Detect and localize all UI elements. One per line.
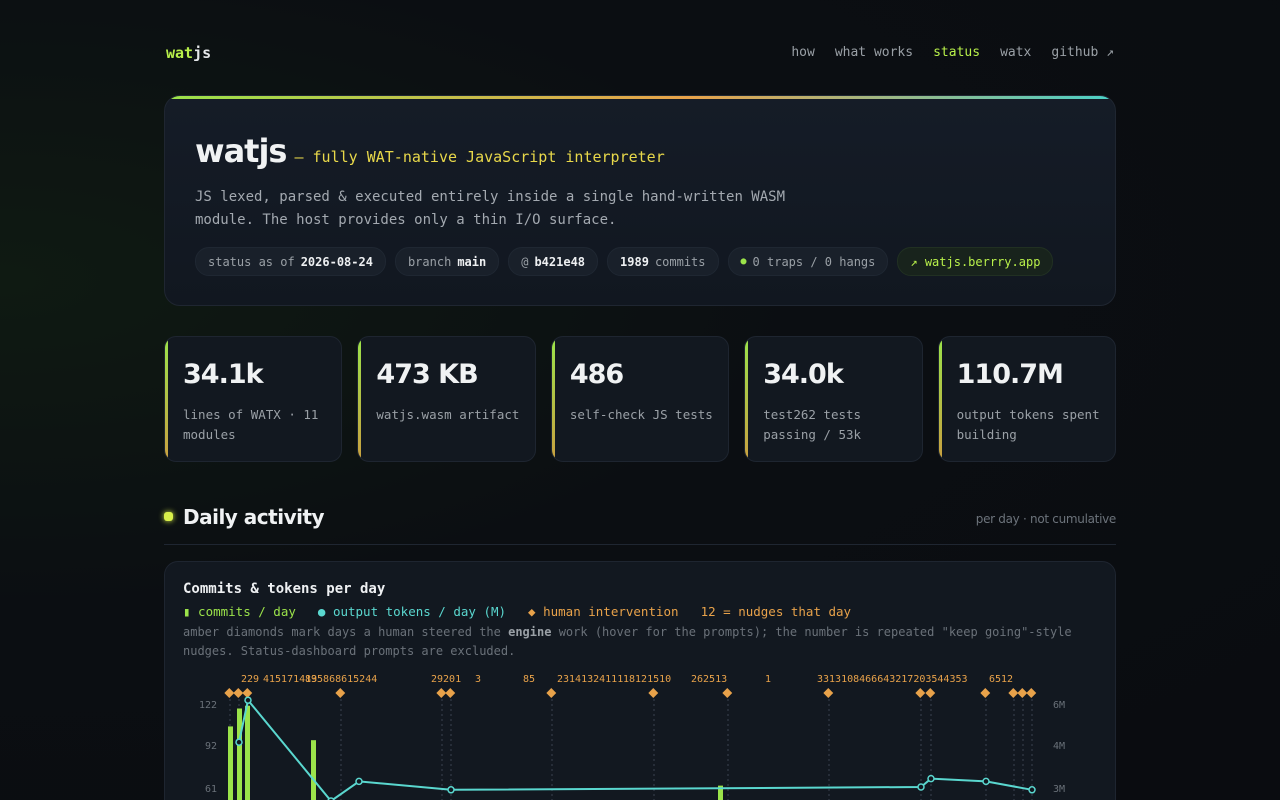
stat-card-wasm-size: 473 KB watjs.wasm artifact — [357, 336, 536, 462]
intervention-diamond-icon — [648, 688, 659, 698]
tokens-point — [244, 696, 252, 704]
tokens-point — [355, 777, 363, 786]
intervention-diamond-icon — [1008, 688, 1019, 698]
y-right-tick: 4M — [1053, 741, 1065, 752]
legend-tokens: ● output tokens / day (M) — [317, 604, 507, 619]
nudge-label: 229 — [241, 674, 259, 685]
y-left-tick: 92 — [205, 741, 217, 752]
intervention-diamond-icon — [1026, 688, 1037, 698]
top-nav: watjs how what works status watx github … — [164, 44, 1116, 64]
nav-links: how what works status watx github ↗ — [791, 45, 1114, 60]
legend-nudges: 12 = nudges that day — [700, 604, 852, 619]
tokens-point — [447, 786, 455, 794]
nudge-label: 29201 — [431, 674, 461, 685]
project-tagline: — fully WAT-native JavaScript interprete… — [294, 148, 665, 166]
stat-card-tokens: 110.7M output tokens spent building — [937, 336, 1117, 462]
commit-bar — [245, 705, 250, 800]
activity-chart-card: Commits & tokens per day ▮ commits / day… — [164, 561, 1116, 800]
stat-card-self-check: 486 self-check JS tests — [550, 336, 730, 462]
nav-link-watx[interactable]: watx — [1000, 45, 1032, 60]
intervention-diamond-icon — [445, 688, 456, 698]
y-left-tick: 61 — [205, 784, 217, 795]
status-date-chip: status as of 2026-08-24 — [195, 247, 386, 276]
tokens-point — [927, 774, 935, 783]
legend-human: ◆ human intervention — [528, 604, 679, 619]
tokens-point — [1028, 786, 1036, 794]
commit-count-chip: 1989 commits — [607, 247, 719, 276]
project-name: watjs — [195, 132, 287, 170]
stat-card-lines: 34.1k lines of WATX · 11 modules — [164, 336, 343, 462]
intervention-diamond-icon — [722, 688, 733, 698]
commit-bar — [228, 726, 233, 800]
section-bullet-icon — [164, 512, 173, 521]
tokens-line — [238, 697, 1033, 800]
intervention-diamond-icon — [823, 688, 834, 698]
project-description: JS lexed, parsed & executed entirely ins… — [195, 189, 786, 228]
intervention-diamond-icon — [1017, 688, 1028, 698]
tokens-point — [982, 777, 990, 786]
traps-chip: ● 0 traps / 0 hangs — [727, 247, 889, 276]
nudge-label: 23141324111 — [557, 674, 623, 685]
commit-bar — [237, 708, 242, 800]
nudge-label: 3313108466643217203544353 — [817, 674, 968, 685]
chart-title: Commits & tokens per day — [183, 581, 386, 597]
intervention-diamond-icon — [546, 688, 557, 698]
intervention-diamond-icon — [224, 688, 235, 698]
daily-activity-header: Daily activity per day · not cumulative — [164, 505, 1116, 545]
chart-legend: ▮ commits / day ● output tokens / day (M… — [183, 604, 851, 619]
commit-bar — [718, 785, 723, 800]
hero-card: watjs — fully WAT-native JavaScript inte… — [164, 95, 1116, 306]
intervention-diamond-icon — [980, 688, 991, 698]
stat-card-test262: 34.0k test262 tests passing / 53k — [744, 336, 923, 462]
nudge-label: 1 — [765, 674, 771, 685]
stats-row: 34.1k lines of WATX · 11 modules 473 KB wa… — [164, 336, 1117, 462]
nudge-label: 3 — [475, 674, 481, 685]
site-link-chip[interactable]: ↗ watjs.berrry.app — [897, 247, 1054, 276]
intervention-diamond-icon — [242, 688, 253, 698]
intervention-diamond-icon — [233, 688, 244, 698]
commit-bar — [311, 740, 316, 800]
hero-title: watjs — fully WAT-native JavaScript inte… — [195, 132, 665, 170]
y-right-tick: 6M — [1053, 700, 1065, 711]
site-logo[interactable]: watjs — [166, 44, 212, 62]
chart-description: amber diamonds mark days a human steered… — [183, 625, 1072, 658]
legend-commits: ▮ commits / day — [183, 604, 296, 619]
nudge-label: 415171413 — [263, 674, 317, 685]
status-chips: status as of 2026-08-24 branch main @ b421e… — [195, 247, 1054, 276]
nav-link-how[interactable]: how — [791, 45, 815, 60]
intervention-diamond-icon — [925, 688, 936, 698]
section-note: per day · not cumulative — [975, 512, 1117, 526]
nudge-label: 18121510 — [623, 674, 671, 685]
nav-link-github[interactable]: github ↗ — [1051, 45, 1114, 60]
nudge-label: 895868615244 — [305, 674, 377, 685]
nudge-label: 6512 — [989, 674, 1013, 685]
hero-gradient-bar — [165, 96, 1115, 99]
intervention-diamond-icon — [335, 688, 346, 698]
branch-chip: branch main — [394, 247, 500, 276]
y-right-tick: 3M — [1053, 784, 1065, 795]
y-left-tick: 122 — [199, 700, 217, 711]
tokens-point — [917, 783, 925, 791]
tokens-point — [235, 738, 243, 746]
intervention-diamond-icon — [436, 688, 447, 698]
section-title: Daily activity — [183, 505, 325, 529]
commit-hash-chip: @ b421e48 — [508, 247, 599, 276]
intervention-diamond-icon — [915, 688, 926, 698]
nudge-label: 85 — [523, 674, 535, 685]
nav-link-status[interactable]: status — [933, 45, 981, 60]
status-dot-icon: ● — [740, 256, 747, 267]
nav-link-what-works[interactable]: what works — [834, 45, 914, 60]
nudge-label: 262513 — [691, 674, 727, 685]
